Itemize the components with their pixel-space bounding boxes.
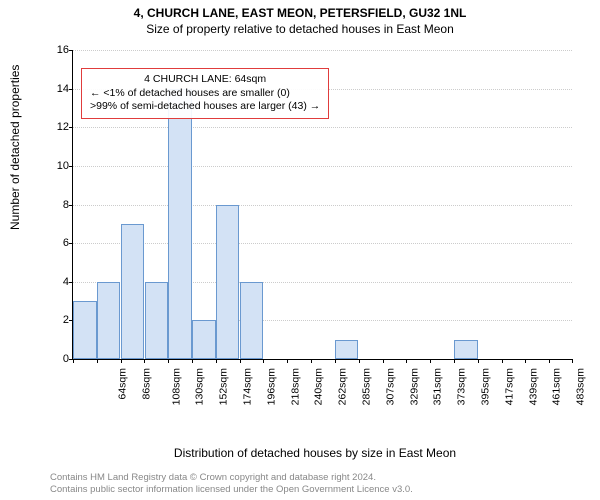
x-tick-mark xyxy=(454,359,455,363)
x-tick: 174sqm xyxy=(241,362,253,405)
x-tick-mark xyxy=(287,359,288,363)
chart-container: 4, CHURCH LANE, EAST MEON, PETERSFIELD, … xyxy=(0,0,600,500)
x-tick: 439sqm xyxy=(527,362,539,405)
x-tick: 417sqm xyxy=(503,362,515,405)
annotation-line1: 4 CHURCH LANE: 64sqm xyxy=(90,73,320,87)
grid-line xyxy=(73,205,572,206)
x-tick-mark xyxy=(311,359,312,363)
grid-line xyxy=(73,243,572,244)
y-tick-mark xyxy=(69,50,73,51)
chart-wrap: 024681012141664sqm86sqm108sqm130sqm152sq… xyxy=(50,45,580,415)
footer: Contains HM Land Registry data © Crown c… xyxy=(50,472,580,496)
bar xyxy=(121,224,144,359)
x-tick: 130sqm xyxy=(194,362,206,405)
x-tick: 262sqm xyxy=(337,362,349,405)
x-tick-mark xyxy=(121,359,122,363)
x-tick-mark xyxy=(168,359,169,363)
annotation-line2: ← <1% of detached houses are smaller (0) xyxy=(90,87,320,101)
bar xyxy=(216,205,239,360)
bar xyxy=(145,282,168,359)
y-tick: 10 xyxy=(45,160,69,172)
bar xyxy=(73,301,96,359)
x-tick: 86sqm xyxy=(140,362,152,400)
plot-area: 024681012141664sqm86sqm108sqm130sqm152sq… xyxy=(72,50,572,360)
grid-line xyxy=(73,50,572,51)
x-tick: 240sqm xyxy=(313,362,325,405)
x-tick: 395sqm xyxy=(479,362,491,405)
title-main: 4, CHURCH LANE, EAST MEON, PETERSFIELD, … xyxy=(0,0,600,20)
x-tick-mark xyxy=(359,359,360,363)
y-tick: 2 xyxy=(45,314,69,326)
x-tick-mark xyxy=(502,359,503,363)
y-tick-mark xyxy=(69,127,73,128)
y-tick-mark xyxy=(69,282,73,283)
x-tick: 373sqm xyxy=(456,362,468,405)
x-tick-mark xyxy=(406,359,407,363)
x-tick: 108sqm xyxy=(170,362,182,405)
annotation-box: 4 CHURCH LANE: 64sqm ← <1% of detached h… xyxy=(81,68,329,119)
bar xyxy=(454,340,477,359)
y-tick: 16 xyxy=(45,44,69,56)
x-tick-mark xyxy=(263,359,264,363)
y-tick: 14 xyxy=(45,83,69,95)
bar xyxy=(335,340,358,359)
grid-line xyxy=(73,166,572,167)
y-tick: 6 xyxy=(45,237,69,249)
x-tick-mark xyxy=(478,359,479,363)
y-tick-mark xyxy=(69,243,73,244)
x-tick-mark xyxy=(73,359,74,363)
x-tick-mark xyxy=(525,359,526,363)
x-tick-mark xyxy=(335,359,336,363)
x-tick-mark xyxy=(383,359,384,363)
bar xyxy=(168,89,191,359)
annotation-line3: >99% of semi-detached houses are larger … xyxy=(90,100,320,114)
x-tick: 307sqm xyxy=(384,362,396,405)
x-tick: 196sqm xyxy=(265,362,277,405)
x-tick-mark xyxy=(549,359,550,363)
x-tick: 329sqm xyxy=(408,362,420,405)
x-tick-mark xyxy=(97,359,98,363)
y-tick-mark xyxy=(69,89,73,90)
y-axis-label: Number of detached properties xyxy=(8,65,22,230)
footer-line2: Contains public sector information licen… xyxy=(50,484,580,496)
x-tick-mark xyxy=(144,359,145,363)
x-tick: 285sqm xyxy=(360,362,372,405)
bar xyxy=(97,282,120,359)
x-tick: 351sqm xyxy=(432,362,444,405)
y-tick: 12 xyxy=(45,121,69,133)
x-tick: 461sqm xyxy=(551,362,563,405)
y-tick-mark xyxy=(69,205,73,206)
x-tick: 64sqm xyxy=(116,362,128,400)
bar xyxy=(240,282,263,359)
footer-line1: Contains HM Land Registry data © Crown c… xyxy=(50,472,580,484)
bar xyxy=(192,320,215,359)
y-tick: 4 xyxy=(45,276,69,288)
x-tick-mark xyxy=(216,359,217,363)
x-tick: 152sqm xyxy=(218,362,230,405)
x-tick-mark xyxy=(430,359,431,363)
y-tick: 8 xyxy=(45,199,69,211)
x-tick: 483sqm xyxy=(575,362,587,405)
y-tick-mark xyxy=(69,166,73,167)
x-tick-mark xyxy=(240,359,241,363)
y-tick: 0 xyxy=(45,353,69,365)
grid-line xyxy=(73,127,572,128)
title-sub: Size of property relative to detached ho… xyxy=(0,20,600,36)
x-tick-mark xyxy=(192,359,193,363)
x-axis-label: Distribution of detached houses by size … xyxy=(50,446,580,460)
x-tick: 218sqm xyxy=(289,362,301,405)
x-tick-mark xyxy=(572,359,573,363)
